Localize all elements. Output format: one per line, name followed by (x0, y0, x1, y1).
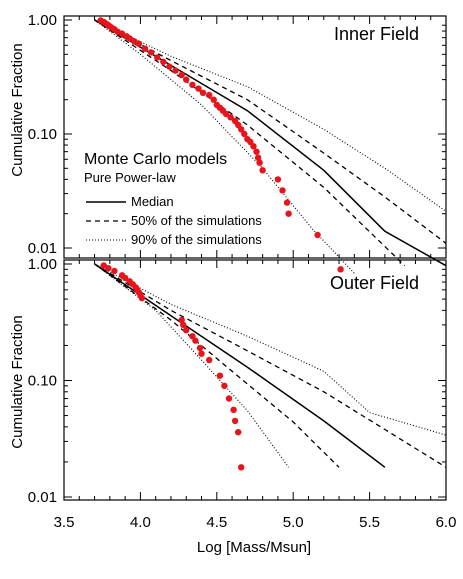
observed-point (285, 210, 292, 217)
observed-point (225, 395, 233, 402)
observed-point (147, 49, 155, 56)
observed-point (314, 231, 321, 239)
observed-point (105, 265, 112, 272)
observed-point (238, 126, 245, 133)
observed-point (166, 63, 173, 70)
p50-high-line (94, 19, 447, 244)
observed-point (230, 406, 237, 413)
observed-point (254, 154, 262, 161)
observed-point (206, 91, 213, 99)
observed-point (135, 40, 143, 47)
observed-point (121, 274, 129, 282)
panel-frame (63, 259, 447, 501)
panel-frame (63, 15, 447, 259)
observed-point (259, 167, 266, 174)
legend-subtitle: Pure Power-law (84, 170, 176, 185)
observed-point (111, 267, 118, 275)
observed-point (195, 85, 202, 92)
y-tick-label: 1.00 (28, 256, 57, 273)
panel-title: Inner Field (334, 24, 419, 44)
observed-point (222, 110, 230, 118)
observed-point (253, 148, 260, 155)
observed-point (154, 54, 161, 61)
observed-point (178, 316, 185, 324)
observed-point (337, 266, 344, 273)
median-line (94, 263, 386, 468)
observed-point (221, 382, 228, 389)
observed-point (235, 429, 242, 436)
x-tick-label: 4.0 (130, 514, 151, 531)
observed-point (199, 89, 207, 97)
legend-median-label: Median (131, 194, 174, 209)
p50-low-line (94, 263, 340, 468)
x-tick-label: 5.0 (283, 514, 304, 531)
observed-point (238, 464, 245, 471)
y-tick-label: 1.00 (28, 12, 57, 29)
y-tick-label: 0.01 (28, 489, 57, 506)
legend-title: Monte Carlo models (84, 151, 227, 168)
p90-low-line (94, 263, 290, 468)
observed-point (192, 337, 199, 344)
observed-point (198, 350, 205, 357)
observed-point (138, 294, 146, 302)
observed-point (160, 58, 167, 65)
observed-point (250, 143, 257, 150)
y-tick-label: 0.01 (28, 240, 57, 257)
observed-point (210, 96, 217, 103)
p50-high-line (94, 263, 447, 468)
x-tick-label: 3.5 (54, 514, 75, 531)
panel-title: Outer Field (330, 273, 419, 293)
observed-point (206, 356, 213, 364)
inner-field-panel: 0.01 0.10 1.00 Inner Field (28, 12, 447, 274)
observed-point (216, 372, 224, 379)
p90-high-line (94, 263, 447, 436)
lower-y-axis-title: Cumulative Fraction (9, 315, 26, 448)
y-tick-label: 0.10 (28, 126, 57, 143)
observed-point (274, 176, 282, 183)
upper-y-axis-title: Cumulative Fraction (9, 43, 26, 176)
observed-point (180, 321, 187, 329)
observed-point (178, 71, 185, 79)
observed-point (126, 35, 133, 42)
p90-high-line (94, 19, 447, 212)
observed-point (189, 81, 196, 89)
outer-field-panel: 0.01 0.10 1.00 Outer Field (28, 256, 447, 506)
observed-point (141, 45, 149, 52)
legend: Monte Carlo models Pure Power-law Median… (84, 151, 262, 247)
observed-point (183, 327, 190, 334)
x-tick-label: 6.0 (436, 514, 457, 531)
observed-point (283, 199, 291, 206)
observed-point (227, 114, 234, 121)
legend-50pct-label: 50% of the simulations (131, 213, 262, 228)
x-tick-label: 4.5 (206, 514, 227, 531)
observed-point (231, 417, 239, 425)
median-line (94, 19, 447, 267)
x-tick-label: 5.5 (359, 514, 380, 531)
observed-point (183, 76, 190, 83)
y-tick-label: 0.10 (28, 373, 57, 390)
legend-90pct-label: 90% of the simulations (131, 232, 262, 247)
observed-point (241, 130, 248, 138)
x-tick-labels: 3.5 4.0 4.5 5.0 5.5 6.0 (54, 514, 457, 531)
observed-point (196, 344, 204, 352)
observed-point (256, 159, 263, 166)
observed-point (279, 187, 286, 194)
observed-point (172, 67, 179, 74)
x-axis-title: Log [Mass/Msun] (197, 539, 311, 556)
